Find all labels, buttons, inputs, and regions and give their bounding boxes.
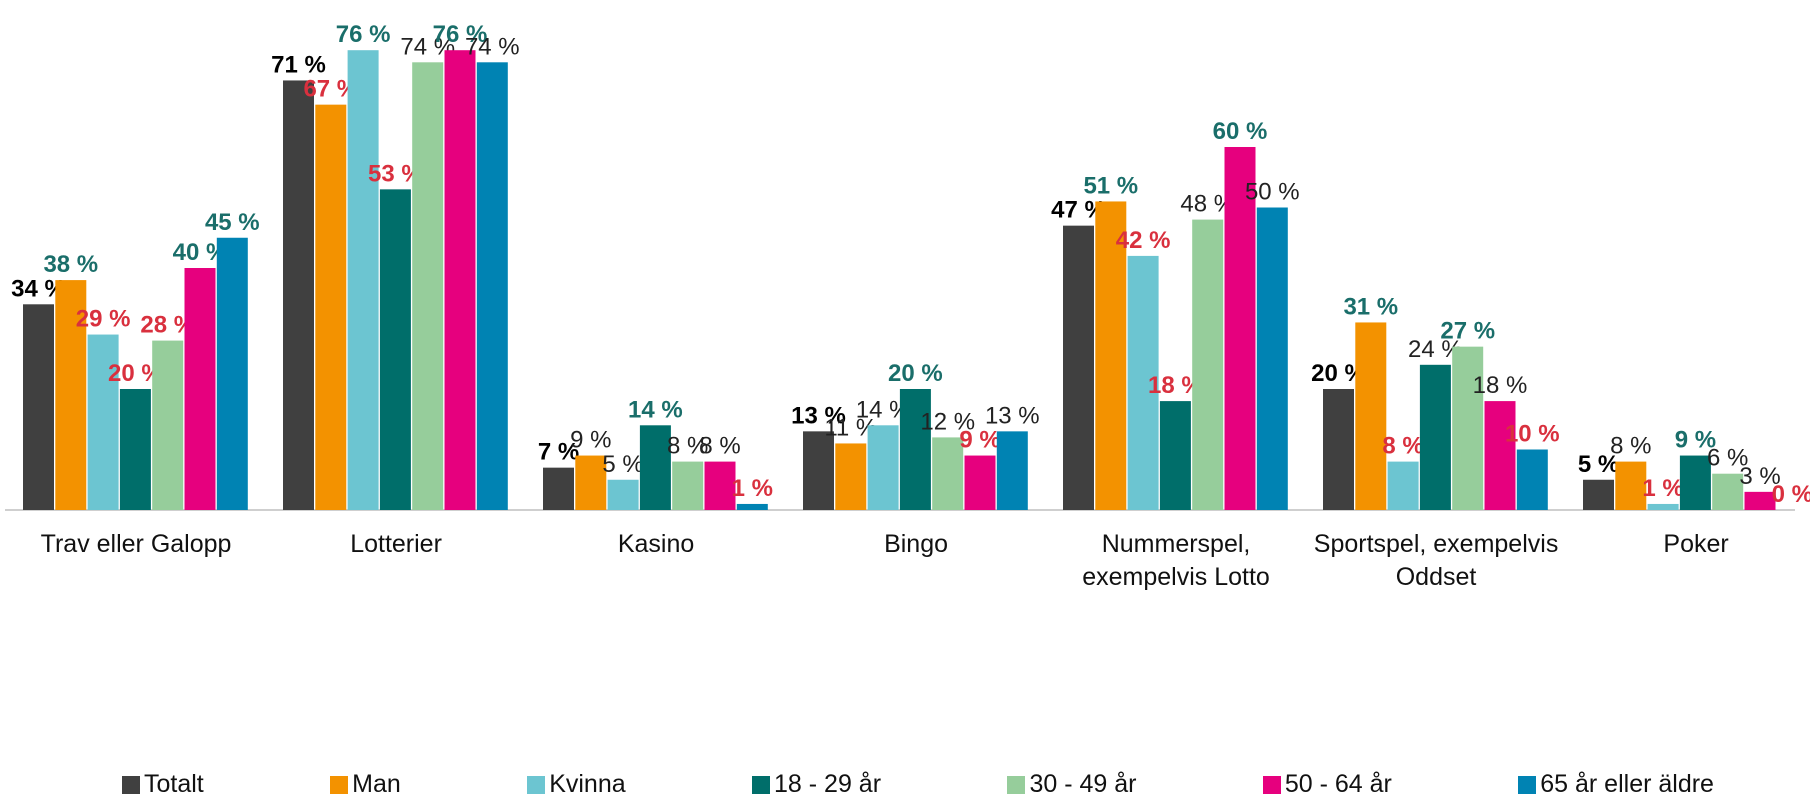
legend-label: 30 - 49 år [1029, 770, 1136, 799]
legend-item: Kvinna [527, 770, 625, 799]
value-label: 14 % [628, 396, 683, 423]
legend-item: 30 - 49 år [1007, 770, 1136, 799]
bar [445, 50, 476, 510]
bar [1323, 389, 1354, 510]
category-label: Sportspel, exempelvis Oddset [1311, 528, 1561, 594]
legend-label: Totalt [144, 770, 204, 799]
value-label: 27 % [1440, 318, 1495, 345]
legend-swatch [1007, 776, 1025, 794]
legend-swatch [1518, 776, 1536, 794]
value-label: 0 % [1772, 481, 1810, 508]
bar [348, 50, 379, 510]
bar [1517, 450, 1548, 511]
bar [1583, 480, 1614, 510]
value-label: 5 % [602, 451, 643, 478]
legend: Totalt Man Kvinna 18 - 29 år 30 - 49 år 50 - … [122, 770, 1714, 799]
value-label: 1 % [1642, 475, 1683, 502]
bar [120, 389, 151, 510]
category-label: Poker [1571, 528, 1810, 561]
bar [23, 304, 54, 510]
bar [900, 389, 931, 510]
bar [1063, 226, 1094, 510]
bar [608, 480, 639, 510]
category-label: Nummerspel, exempelvis Lotto [1051, 528, 1301, 594]
value-label: 1 % [732, 475, 773, 502]
legend-label: 65 år eller äldre [1540, 770, 1714, 799]
category-label: Trav eller Galopp [11, 528, 261, 561]
bar [835, 443, 866, 510]
legend-swatch [330, 776, 348, 794]
value-label: 51 % [1083, 172, 1138, 199]
value-label: 76 % [336, 21, 391, 48]
bar [185, 268, 216, 510]
bar [868, 425, 899, 510]
legend-swatch [122, 776, 140, 794]
value-label: 42 % [1116, 227, 1171, 254]
bar [1257, 208, 1288, 511]
legend-swatch [752, 776, 770, 794]
legend-label: Man [352, 770, 401, 799]
value-label: 18 % [1473, 372, 1528, 399]
legend-label: Kvinna [549, 770, 625, 799]
bar [1160, 401, 1191, 510]
bar [803, 431, 834, 510]
value-label: 38 % [43, 251, 98, 278]
value-label: 31 % [1343, 293, 1398, 320]
bar [1388, 462, 1419, 510]
value-label: 71 % [271, 51, 326, 78]
value-label: 9 % [570, 427, 611, 454]
value-label: 13 % [985, 402, 1040, 429]
legend-item: Totalt [122, 770, 204, 799]
value-label: 29 % [76, 306, 131, 333]
category-label: Lotterier [271, 528, 521, 561]
legend-item: 18 - 29 år [752, 770, 881, 799]
bar [672, 462, 703, 510]
legend-item: 65 år eller äldre [1518, 770, 1714, 799]
bar [1485, 401, 1516, 510]
value-label: 8 % [699, 433, 740, 460]
bar [1192, 220, 1223, 510]
legend-label: 18 - 29 år [774, 770, 881, 799]
bar [217, 238, 248, 510]
bar [315, 105, 346, 510]
bar [737, 504, 768, 510]
bar [965, 456, 996, 510]
value-label: 60 % [1213, 118, 1268, 145]
bar [1355, 322, 1386, 510]
legend-label: 50 - 64 år [1285, 770, 1392, 799]
legend-item: 50 - 64 år [1263, 770, 1392, 799]
bar [283, 80, 314, 510]
legend-swatch [1263, 776, 1281, 794]
value-label: 20 % [888, 360, 943, 387]
bar [152, 341, 183, 510]
bar [477, 62, 508, 510]
bar [412, 62, 443, 510]
bar [997, 431, 1028, 510]
value-label: 9 % [959, 427, 1000, 454]
value-label: 74 % [465, 33, 520, 60]
value-label: 45 % [205, 209, 260, 236]
value-label: 8 % [1382, 433, 1423, 460]
value-label: 8 % [1610, 433, 1651, 460]
chart: 34 %38 %29 %20 %28 %40 %45 %71 %67 %76 %… [0, 0, 1810, 796]
category-label: Bingo [791, 528, 1041, 561]
bar [1420, 365, 1451, 510]
chart-root: 34 %38 %29 %20 %28 %40 %45 %71 %67 %76 %… [0, 0, 1810, 796]
bar [543, 468, 574, 510]
value-label: 50 % [1245, 179, 1300, 206]
legend-item: Man [330, 770, 401, 799]
value-label: 10 % [1505, 421, 1560, 448]
category-label: Kasino [531, 528, 781, 561]
legend-swatch [527, 776, 545, 794]
bar [380, 189, 411, 510]
bar [1648, 504, 1679, 510]
